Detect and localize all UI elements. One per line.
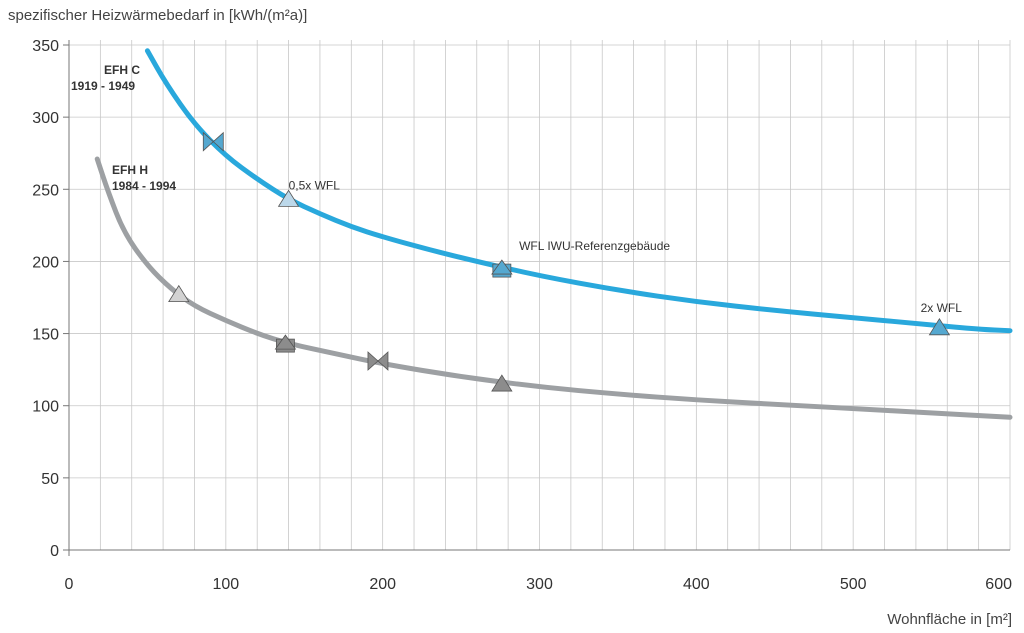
y-axis-title: spezifischer Heizwärmebedarf in [kWh/(m²… <box>8 7 308 24</box>
tick-labels: 0 50 100 150 200 250 300 350 0 100 200 300 400 500 600 <box>32 38 1012 593</box>
y-tick-label: 100 <box>32 399 59 416</box>
axes <box>63 40 1010 556</box>
triangle-marker <box>491 259 513 275</box>
x-tick-label: 500 <box>840 576 867 593</box>
triangle-marker <box>928 318 951 336</box>
x-tick-label: 400 <box>683 576 710 593</box>
x-tick-label: 600 <box>985 576 1012 593</box>
y-tick-label: 200 <box>32 254 59 271</box>
bowtie-marker-right <box>377 351 389 371</box>
series-label: 1984 - 1994 <box>112 179 176 193</box>
y-tick-label: 150 <box>32 327 59 344</box>
markers <box>168 131 951 392</box>
annotation-label: 0,5x WFL <box>289 178 341 192</box>
grid <box>69 40 1011 550</box>
y-tick-label: 300 <box>32 110 59 127</box>
y-tick-label: 50 <box>41 471 59 488</box>
triangle-marker <box>274 334 297 350</box>
series-label: EFH H <box>112 163 148 177</box>
triangle-marker <box>168 284 190 303</box>
annotation-label: 2x WFL <box>921 301 963 315</box>
annotations: 0,5x WFL WFL IWU-Referenzgebäude 2x WFL <box>289 178 963 315</box>
x-tick-label: 100 <box>212 576 239 593</box>
bowtie-marker-left <box>202 131 214 152</box>
y-tick-label: 350 <box>32 38 59 55</box>
bowtie-marker-left <box>367 351 379 371</box>
y-tick-label: 250 <box>32 182 59 199</box>
series-lines <box>94 48 1013 420</box>
triangle-marker <box>277 189 300 207</box>
series-label: EFH C <box>104 63 140 77</box>
annotation-label: WFL IWU-Referenzgebäude <box>519 239 670 253</box>
triangle-marker <box>491 374 513 392</box>
x-tick-label: 200 <box>369 576 396 593</box>
series-line-0 <box>144 48 1013 334</box>
x-axis-title: Wohnfläche in [m²] <box>887 611 1012 628</box>
bowtie-marker-right <box>212 131 224 152</box>
x-tick-label: 0 <box>65 576 74 593</box>
series-label: 1919 - 1949 <box>71 79 135 93</box>
y-tick-label: 0 <box>50 543 59 560</box>
series-labels: EFH C 1919 - 1949 EFH H 1984 - 1994 <box>71 63 176 193</box>
x-tick-label: 300 <box>526 576 553 593</box>
series-line-1 <box>94 156 1013 420</box>
